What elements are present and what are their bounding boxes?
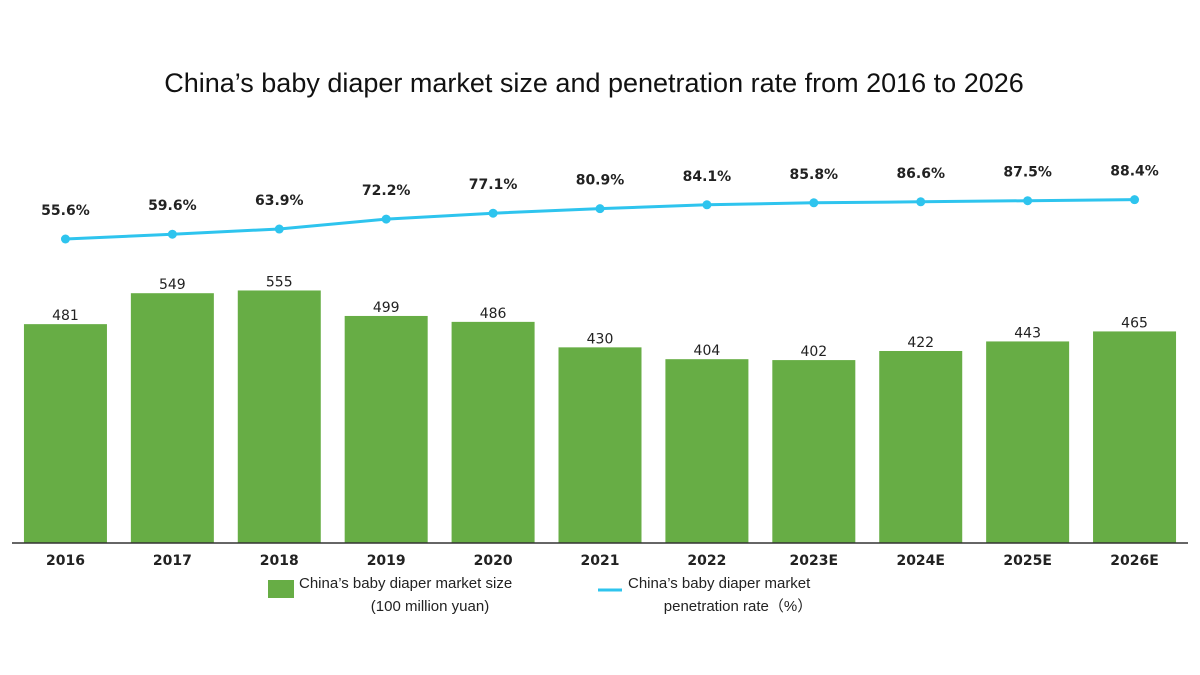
line-point-2020 [488, 208, 498, 218]
line-point-2024E [916, 197, 926, 207]
legend: China’s baby diaper market size (100 mil… [268, 575, 812, 615]
bar-value-label-2024E: 422 [907, 335, 934, 351]
bar-2021 [558, 347, 642, 543]
bar-labels-group: 481 549 555 499 486 430 404 402 422 443 465 [52, 274, 1148, 360]
line-point-2023E [809, 198, 819, 208]
line-point-2021 [595, 204, 605, 214]
line-labels-group: 55.6% 59.6% 63.9% 72.2% 77.1% 80.9% 84.1% 85.8%… [41, 164, 1159, 219]
x-tick-label-2022: 2022 [687, 553, 726, 569]
legend-line-label-line1: China’s baby diaper market [628, 575, 811, 592]
x-tick-label-2024E: 2024E [896, 553, 945, 569]
x-tick-label-2018: 2018 [260, 553, 299, 569]
x-tick-label-2020: 2020 [474, 553, 513, 569]
bar-2020 [451, 321, 535, 543]
line-value-label-2016: 55.6% [41, 203, 90, 219]
line-value-label-2023E: 85.8% [790, 167, 839, 183]
bar-2022 [665, 359, 749, 543]
chart-title: China’s baby diaper market size and pene… [164, 68, 1024, 98]
line-point-2022 [702, 200, 712, 210]
line-point-2019 [381, 214, 391, 224]
penetration-line-group [60, 195, 1140, 244]
line-value-label-2026E: 88.4% [1110, 164, 1159, 180]
bar-value-label-2026E: 465 [1121, 315, 1148, 331]
x-tick-label-2019: 2019 [367, 553, 406, 569]
x-tick-label-2026E: 2026E [1110, 553, 1159, 569]
bar-value-label-2016: 481 [52, 308, 79, 324]
line-value-label-2018: 63.9% [255, 193, 304, 209]
bar-value-label-2020: 486 [480, 306, 507, 322]
bar-2024E [879, 350, 963, 543]
line-value-label-2019: 72.2% [362, 183, 411, 199]
legend-line-label-line2: penetration rate（%） [664, 598, 812, 615]
x-tick-label-2017: 2017 [153, 553, 192, 569]
bar-2017 [130, 293, 214, 543]
line-value-label-2021: 80.9% [576, 173, 625, 189]
legend-bar-swatch [268, 580, 294, 598]
bar-2018 [237, 290, 321, 543]
bar-value-label-2021: 430 [587, 331, 614, 347]
bar-2025E [986, 341, 1070, 543]
bar-value-label-2018: 555 [266, 274, 293, 290]
line-value-label-2025E: 87.5% [1003, 165, 1052, 181]
legend-bar-label-line1: China’s baby diaper market size [299, 575, 512, 592]
x-tick-labels-group: 2016 2017 2018 2019 2020 2021 2022 2023E 2024E 20… [46, 553, 1159, 569]
bar-value-label-2019: 499 [373, 300, 400, 316]
bar-value-label-2017: 549 [159, 277, 186, 293]
line-value-label-2024E: 86.6% [896, 166, 945, 182]
x-tick-label-2021: 2021 [581, 553, 620, 569]
line-value-label-2022: 84.1% [683, 169, 732, 185]
line-point-2025E [1023, 196, 1033, 206]
bars-group [23, 290, 1177, 543]
x-tick-label-2025E: 2025E [1003, 553, 1052, 569]
line-value-label-2017: 59.6% [148, 198, 197, 214]
bar-value-label-2025E: 443 [1014, 325, 1041, 341]
bar-2016 [23, 324, 107, 543]
line-point-2026E [1130, 195, 1140, 205]
line-point-2018 [274, 224, 284, 234]
line-value-label-2020: 77.1% [469, 177, 518, 193]
x-tick-label-2016: 2016 [46, 553, 85, 569]
x-tick-label-2023E: 2023E [790, 553, 839, 569]
line-point-2017 [167, 229, 177, 239]
legend-bar-label-line2: (100 million yuan) [371, 598, 489, 615]
bar-value-label-2022: 404 [694, 343, 721, 359]
bar-2026E [1093, 331, 1177, 543]
bar-value-label-2023E: 402 [800, 344, 827, 360]
bar-2023E [772, 360, 856, 543]
bar-2019 [344, 315, 428, 543]
line-point-2016 [60, 234, 70, 244]
